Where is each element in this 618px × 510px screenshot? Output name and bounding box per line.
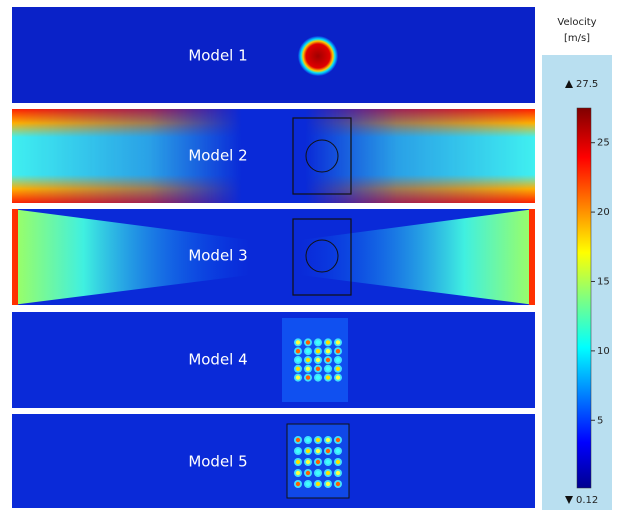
dot xyxy=(326,471,330,475)
dot xyxy=(306,367,310,371)
panel xyxy=(12,414,535,508)
dot xyxy=(306,340,310,344)
panel-label: Model 3 xyxy=(188,247,247,265)
dot xyxy=(306,449,310,453)
dot xyxy=(316,438,320,442)
dot xyxy=(326,340,330,344)
dot xyxy=(326,460,330,464)
dot xyxy=(296,449,300,453)
dot xyxy=(326,358,330,362)
dot xyxy=(296,340,300,344)
dot xyxy=(336,375,340,379)
colorbar-max: 27.5 xyxy=(576,79,598,90)
tick-label: 20 xyxy=(597,207,610,218)
panel xyxy=(12,312,535,408)
panel xyxy=(12,7,535,103)
panel-label: Model 2 xyxy=(188,147,247,165)
dot xyxy=(336,460,340,464)
dot xyxy=(326,449,330,453)
dot xyxy=(326,375,330,379)
tick-label: 5 xyxy=(597,415,603,426)
dot xyxy=(316,349,320,353)
dot xyxy=(306,375,310,379)
dot xyxy=(296,471,300,475)
tick-label: 10 xyxy=(597,346,610,357)
dot xyxy=(336,438,340,442)
colorbar xyxy=(577,108,591,488)
colorbar-unit: [m/s] xyxy=(564,33,590,44)
dot xyxy=(296,482,300,486)
dot xyxy=(336,482,340,486)
panel-label: Model 4 xyxy=(188,351,247,369)
dot xyxy=(316,367,320,371)
dot xyxy=(316,460,320,464)
dot xyxy=(296,367,300,371)
dot xyxy=(316,449,320,453)
dot xyxy=(326,438,330,442)
dot xyxy=(306,460,310,464)
dot xyxy=(316,375,320,379)
dot xyxy=(296,460,300,464)
dot xyxy=(296,438,300,442)
dot xyxy=(316,358,320,362)
dot xyxy=(326,367,330,371)
dot xyxy=(306,471,310,475)
dot xyxy=(336,449,340,453)
panel-label: Model 5 xyxy=(188,453,247,471)
dot xyxy=(336,349,340,353)
panel-label: Model 1 xyxy=(188,47,247,65)
dot xyxy=(296,349,300,353)
tick-label: 15 xyxy=(597,276,610,287)
dot xyxy=(336,367,340,371)
figure: Velocity [m/s] 27.5 0.12 Model 1 Model 2 M… xyxy=(0,0,618,510)
dot xyxy=(306,482,310,486)
dot xyxy=(296,375,300,379)
tick-label: 25 xyxy=(597,138,610,149)
dot xyxy=(336,471,340,475)
dot xyxy=(306,358,310,362)
dot xyxy=(336,358,340,362)
dot xyxy=(336,340,340,344)
dot xyxy=(326,482,330,486)
colorbar-min: 0.12 xyxy=(576,495,598,506)
page: {"panels": [{"label": "Model 1"}, {"labe… xyxy=(0,0,618,510)
dot xyxy=(326,349,330,353)
jet-core xyxy=(298,36,338,76)
dot xyxy=(296,358,300,362)
colorbar-title: Velocity xyxy=(557,17,596,28)
dot xyxy=(316,340,320,344)
dot xyxy=(306,438,310,442)
dot xyxy=(316,471,320,475)
dot xyxy=(316,482,320,486)
dot xyxy=(306,349,310,353)
